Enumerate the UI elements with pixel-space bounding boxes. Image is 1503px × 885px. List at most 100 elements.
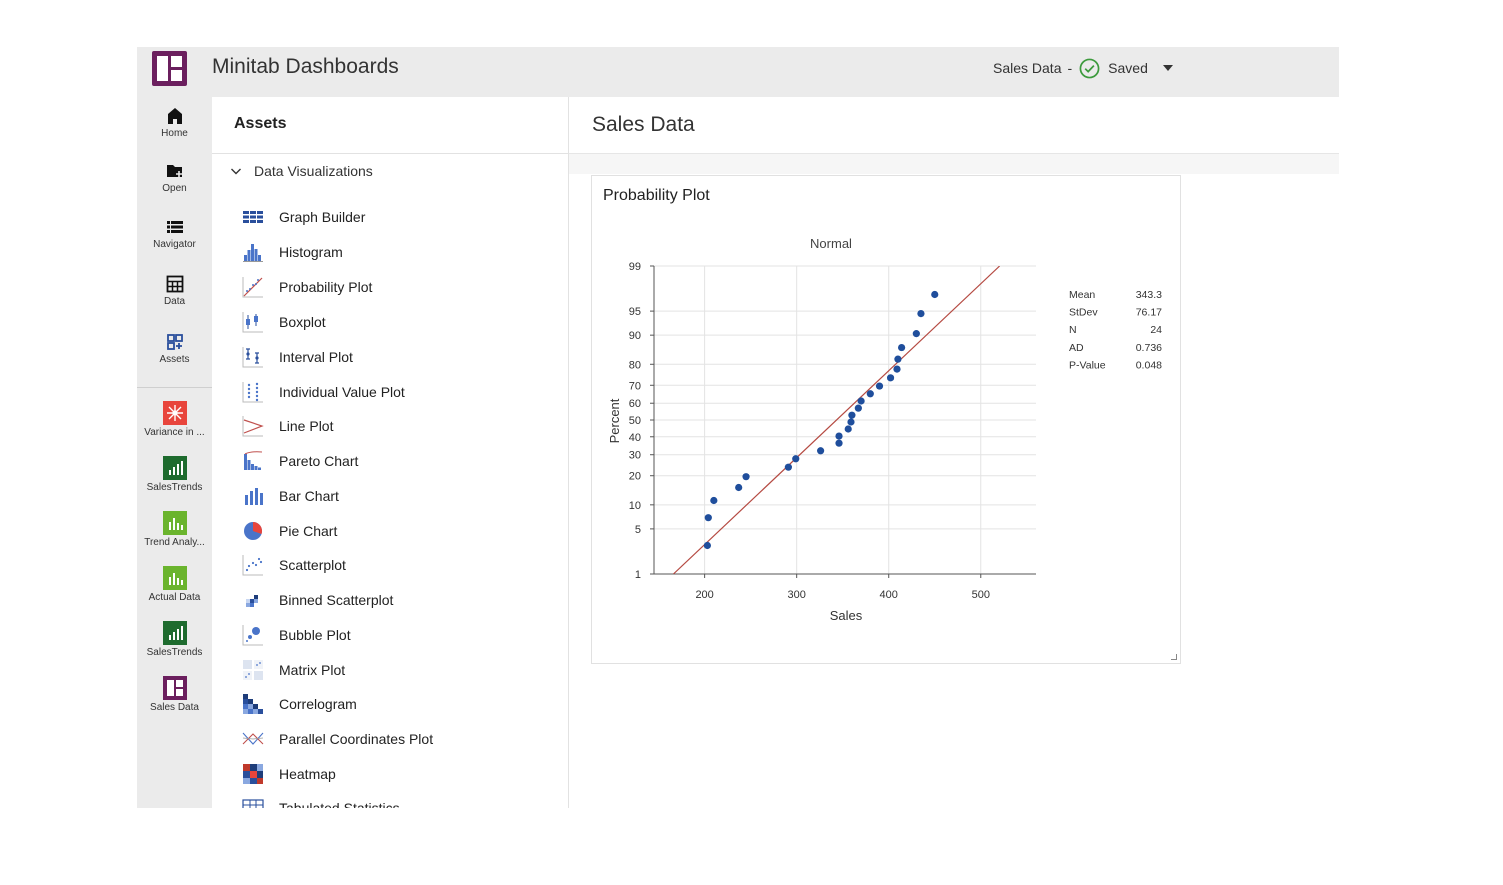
fit-line [673,266,1001,574]
asset-heatmap[interactable]: Heatmap [242,761,336,787]
y-tick-label: 95 [629,306,641,318]
folder-open-icon [166,165,182,177]
left-navigation-rail: Home Open Navigator Data Assets Variance… [137,97,212,808]
asset-line-plot[interactable]: Line Plot [242,413,333,439]
asset-tabulated-statistics[interactable]: Tabulated Statistics [242,795,400,808]
asset-label: Individual Value Plot [279,384,405,400]
asset-label: Heatmap [279,766,336,782]
stat-value: 0.048 [1136,359,1162,371]
rail-recent-sales-data[interactable]: Sales Data [137,676,212,713]
x-tick-label: 300 [787,589,805,601]
data-point [893,365,901,373]
binned-scatterplot-icon [246,595,258,607]
interval-plot-icon [242,347,263,368]
section-label: Data Visualizations [254,163,373,179]
asset-label: Graph Builder [279,209,366,225]
data-point [875,382,884,390]
dashboard-main: Sales Data 200 300 400 500 1 5 10 20 30 40 50 60 70 8… [569,97,1339,808]
stat-label: P-Value [1069,359,1106,371]
asset-pie-chart[interactable]: Pie Chart [242,518,337,544]
data-point [710,496,718,505]
y-tick-label: 10 [629,500,641,512]
rail-item-label: Open [162,183,187,194]
y-tick-label: 60 [629,398,641,410]
stat-label: N [1069,324,1077,336]
asset-label: Pareto Chart [279,453,359,469]
asset-parallel-coordinates-plot[interactable]: Parallel Coordinates Plot [242,726,433,752]
data-point [847,418,855,426]
rail-item-open[interactable]: Open [137,161,212,194]
rail-recent-actual-data[interactable]: Actual Data [137,566,212,603]
asset-graph-builder[interactable]: Graph Builder [242,204,365,230]
rail-recent-variance[interactable]: Variance in ... [137,401,212,438]
data-point [704,514,712,522]
asset-boxplot[interactable]: Boxplot [242,309,326,335]
asset-label: Boxplot [279,314,326,330]
rail-item-assets[interactable]: Assets [137,332,212,365]
data-point [742,473,750,481]
asset-binned-scatterplot[interactable]: Binned Scatterplot [242,587,393,613]
asset-individual-value-plot[interactable]: Individual Value Plot [242,379,405,405]
section-data-visualizations[interactable]: Data Visualizations [230,163,373,179]
bar-chart-icon [245,488,263,505]
rail-recent-salestrends[interactable]: SalesTrends [137,456,212,493]
asset-correlogram[interactable]: Correlogram [242,691,357,717]
data-point [835,439,843,447]
y-tick-label: 90 [629,330,641,342]
rail-item-label: Home [161,128,188,139]
data-point [844,425,852,433]
asset-label: Histogram [279,244,343,260]
asset-scatterplot[interactable]: Scatterplot [242,552,346,578]
status-separator: - [1067,60,1073,76]
saved-check-icon [1079,58,1100,78]
asset-label: Parallel Coordinates Plot [279,731,434,747]
rail-item-home[interactable]: Home [137,106,212,139]
asset-label: Line Plot [279,418,334,434]
bubble-plot-icon [242,625,263,646]
probability-plot-chart: 200 300 400 500 1 5 10 20 30 40 50 60 70 80 90 95 99 Norm… [607,236,1162,623]
pareto-chart-icon [244,451,263,470]
rail-item-label: Assets [159,354,190,365]
resize-handle-icon[interactable] [1171,654,1177,660]
minitab-logo-icon[interactable] [152,51,187,86]
asset-label: Tabulated Statistics [279,800,400,808]
assets-panel: Assets Data Visualizations Graph Builder… [212,97,569,808]
asset-histogram[interactable]: Histogram [242,239,343,265]
probability-plot-card[interactable]: 200 300 400 500 1 5 10 20 30 40 50 60 70 80 90 95 99 Norm… [591,175,1181,664]
stat-value: 343.3 [1136,289,1162,301]
rail-item-data[interactable]: Data [137,274,212,307]
chevron-down-icon[interactable] [1162,65,1173,71]
stat-value: 76.17 [1136,307,1162,319]
rail-divider [137,387,212,388]
x-axis-label: Sales [830,608,863,623]
asset-label: Probability Plot [279,279,373,295]
line-plot-icon [242,416,264,437]
asset-bar-chart[interactable]: Bar Chart [242,483,339,509]
asset-matrix-plot[interactable]: Matrix Plot [242,657,345,683]
home-icon [167,108,182,124]
data-point [931,290,939,299]
asset-pareto-chart[interactable]: Pareto Chart [242,448,358,474]
parallel-coordinates-icon [242,732,264,745]
data-point [886,374,895,382]
list-icon [166,221,183,233]
data-point [848,411,856,419]
asset-interval-plot[interactable]: Interval Plot [242,344,353,370]
top-bar: Minitab Dashboards Sales Data - Saved [137,47,1339,97]
rail-recent-trend-analysis[interactable]: Trend Analy... [137,511,212,548]
rail-item-navigator[interactable]: Navigator [137,217,212,250]
x-tick-label: 500 [972,589,990,601]
data-point [866,390,874,398]
data-point [894,355,902,363]
asset-probability-plot[interactable]: Probability Plot [242,274,372,300]
probability-plot-icon [242,277,263,298]
rail-item-label: Navigator [153,239,196,250]
rail-item-label: SalesTrends [146,647,203,658]
asset-bubble-plot[interactable]: Bubble Plot [242,622,351,648]
correlogram-icon [243,694,263,714]
document-status[interactable]: Sales Data - Saved [993,57,1173,79]
chevron-down-icon [231,168,241,175]
rail-recent-salestrends-2[interactable]: SalesTrends [137,621,212,658]
rail-item-label: Data [163,296,186,307]
asset-label: Matrix Plot [279,662,346,678]
